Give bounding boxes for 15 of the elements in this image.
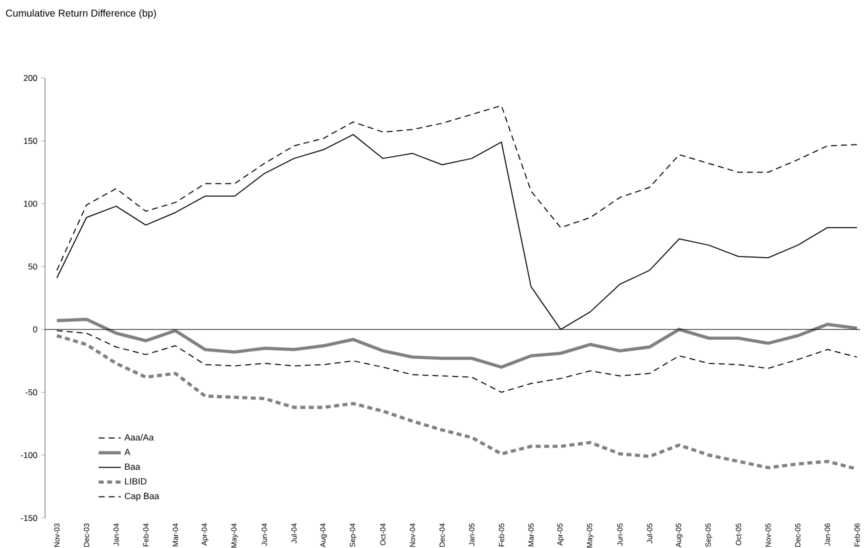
y-tick-label: 0 <box>33 326 38 332</box>
chart-title: Cumulative Return Difference (bp) <box>6 9 156 19</box>
y-tick-label: -50 <box>26 389 38 396</box>
y-tick-label: 200 <box>24 74 38 81</box>
y-tick-label: -100 <box>20 452 38 458</box>
y-tick-label: 100 <box>24 200 38 207</box>
legend-label: A <box>124 448 130 456</box>
legend-label: Baa <box>125 464 140 470</box>
line-series <box>55 318 859 369</box>
legend-label: Cap Baa <box>124 492 160 501</box>
y-tick-label: 50 <box>28 264 38 270</box>
legend-label: LIBID <box>125 478 146 484</box>
y-tick-label: 150 <box>24 138 38 144</box>
legend-label: Aaa/Aa <box>124 434 154 441</box>
y-tick-label: -150 <box>20 514 38 521</box>
